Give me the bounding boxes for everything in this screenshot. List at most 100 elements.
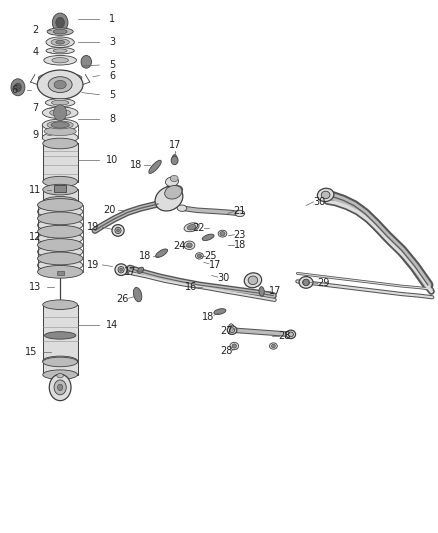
Text: 27: 27 <box>221 326 233 336</box>
Ellipse shape <box>286 330 296 338</box>
Ellipse shape <box>49 109 71 116</box>
Ellipse shape <box>47 121 73 129</box>
Text: 7: 7 <box>32 103 39 114</box>
Text: 15: 15 <box>25 348 37 358</box>
Ellipse shape <box>244 273 261 288</box>
Ellipse shape <box>43 300 78 310</box>
Ellipse shape <box>227 326 237 334</box>
Ellipse shape <box>269 343 277 349</box>
Ellipse shape <box>303 279 310 286</box>
Text: 30: 30 <box>313 197 325 207</box>
Ellipse shape <box>51 122 69 128</box>
Circle shape <box>11 79 25 96</box>
Ellipse shape <box>112 224 124 236</box>
Ellipse shape <box>117 229 119 232</box>
Ellipse shape <box>230 342 239 350</box>
Ellipse shape <box>202 234 214 240</box>
Ellipse shape <box>46 47 74 54</box>
Ellipse shape <box>195 253 203 259</box>
Ellipse shape <box>42 107 78 118</box>
Ellipse shape <box>187 243 192 248</box>
Ellipse shape <box>170 175 178 182</box>
Ellipse shape <box>184 241 195 249</box>
Ellipse shape <box>43 356 78 366</box>
Ellipse shape <box>53 29 67 34</box>
Ellipse shape <box>51 39 69 46</box>
Bar <box>43 361 78 375</box>
Text: 5: 5 <box>109 60 116 70</box>
Text: 24: 24 <box>173 241 186 252</box>
Text: 1: 1 <box>110 14 116 25</box>
Ellipse shape <box>43 357 78 367</box>
Circle shape <box>53 105 67 120</box>
Ellipse shape <box>43 138 78 149</box>
Bar <box>57 271 64 275</box>
Ellipse shape <box>155 186 183 211</box>
Ellipse shape <box>299 277 313 288</box>
Ellipse shape <box>38 199 83 212</box>
Text: 18: 18 <box>234 240 246 251</box>
Text: 17: 17 <box>208 260 221 270</box>
Circle shape <box>304 279 309 286</box>
Text: 3: 3 <box>110 37 116 47</box>
Ellipse shape <box>115 264 127 276</box>
Text: 18: 18 <box>139 251 151 261</box>
Bar <box>54 185 66 192</box>
Ellipse shape <box>228 324 234 334</box>
Ellipse shape <box>39 73 82 83</box>
Text: 2: 2 <box>32 25 39 35</box>
Text: 11: 11 <box>29 185 42 195</box>
Ellipse shape <box>43 184 78 195</box>
Ellipse shape <box>172 155 177 164</box>
Ellipse shape <box>37 70 83 99</box>
Text: 29: 29 <box>317 278 330 288</box>
Ellipse shape <box>43 197 78 207</box>
Text: 28: 28 <box>221 346 233 357</box>
Text: 13: 13 <box>29 281 42 292</box>
Ellipse shape <box>48 77 72 93</box>
Ellipse shape <box>46 37 74 47</box>
Ellipse shape <box>115 227 121 233</box>
Ellipse shape <box>38 239 83 252</box>
Ellipse shape <box>184 223 199 232</box>
Ellipse shape <box>44 127 76 135</box>
Text: 28: 28 <box>278 332 290 342</box>
Ellipse shape <box>38 265 83 278</box>
Ellipse shape <box>51 100 69 105</box>
Bar <box>43 143 78 182</box>
Ellipse shape <box>57 374 64 378</box>
Ellipse shape <box>38 245 83 258</box>
Text: 26: 26 <box>116 294 129 304</box>
Ellipse shape <box>47 28 73 35</box>
Text: 14: 14 <box>106 320 119 330</box>
Ellipse shape <box>177 205 187 212</box>
Text: 16: 16 <box>184 281 197 292</box>
Circle shape <box>52 13 68 32</box>
Ellipse shape <box>272 344 276 348</box>
Ellipse shape <box>42 132 78 143</box>
Text: 30: 30 <box>217 273 230 283</box>
Ellipse shape <box>54 80 66 89</box>
Text: 17: 17 <box>269 286 282 296</box>
Ellipse shape <box>53 49 67 53</box>
Text: 6: 6 <box>11 85 18 95</box>
Text: 23: 23 <box>234 230 246 240</box>
Ellipse shape <box>43 176 78 187</box>
Ellipse shape <box>259 287 264 296</box>
Ellipse shape <box>214 309 226 314</box>
Ellipse shape <box>38 252 83 265</box>
Ellipse shape <box>138 267 144 273</box>
Ellipse shape <box>120 268 122 271</box>
Ellipse shape <box>45 332 76 339</box>
Circle shape <box>56 17 64 28</box>
Circle shape <box>54 380 66 395</box>
Text: 4: 4 <box>32 47 39 57</box>
Text: 18: 18 <box>202 312 214 322</box>
Text: 17: 17 <box>124 267 136 277</box>
Ellipse shape <box>38 225 83 238</box>
Bar <box>43 189 78 202</box>
Ellipse shape <box>187 224 196 230</box>
Bar <box>57 302 64 306</box>
Text: 10: 10 <box>106 156 119 165</box>
Circle shape <box>171 156 178 165</box>
